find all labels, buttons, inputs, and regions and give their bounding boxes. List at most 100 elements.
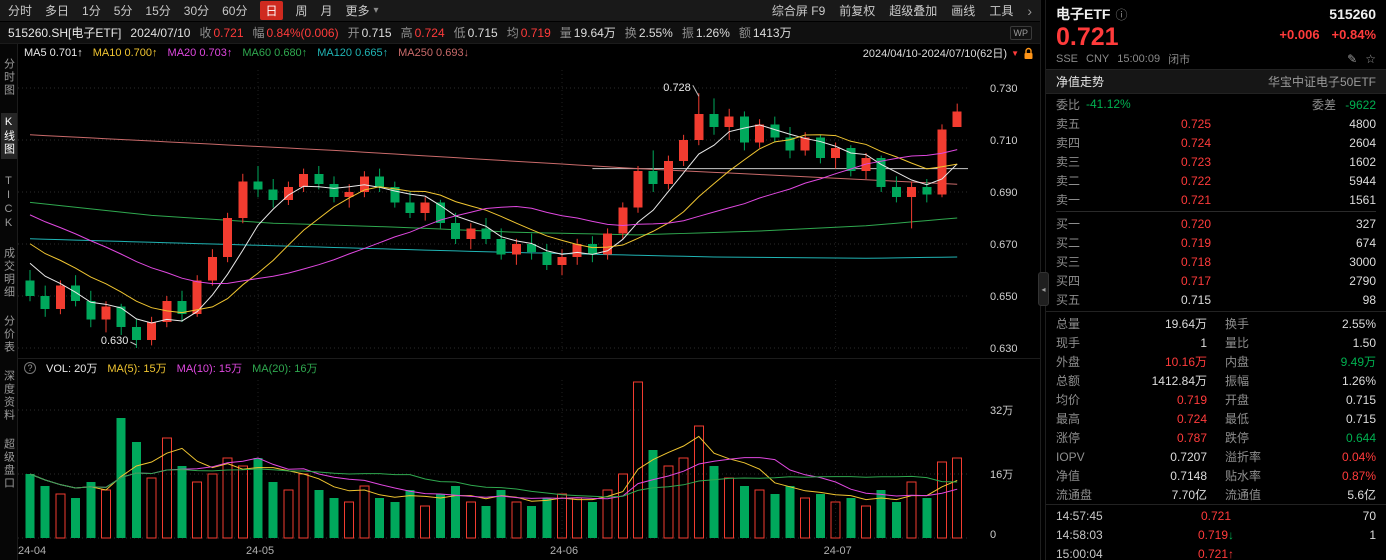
- sidebar-tab[interactable]: K线图: [0, 113, 17, 159]
- level-price: 0.724: [1180, 135, 1212, 150]
- tool-button[interactable]: 前复权: [839, 4, 876, 18]
- edit-icon[interactable]: ✎: [1347, 52, 1358, 66]
- stat-row: 现手 1 量比 1.50: [1056, 333, 1376, 352]
- level-price: 0.725: [1180, 116, 1212, 131]
- stat-label: 内盘: [1225, 355, 1250, 369]
- wp-tool-icon[interactable]: WP: [1009, 25, 1032, 40]
- sidebar-tab[interactable]: TICK: [2, 175, 15, 231]
- period-tab[interactable]: 30分: [183, 4, 210, 18]
- tick-direction-arrow: ↓: [1228, 527, 1235, 542]
- candle-body: [557, 257, 567, 265]
- stat-value: 2.55%: [1341, 316, 1376, 331]
- ask-row[interactable]: 卖五 0.725 4800: [1056, 114, 1376, 133]
- period-tab[interactable]: 15分: [145, 4, 171, 18]
- candle-body: [451, 223, 461, 239]
- nav-trend-link[interactable]: 净值走势: [1056, 75, 1105, 89]
- ma-label: MA20 0.703↑: [167, 47, 233, 59]
- volume-bar: [161, 437, 172, 539]
- volume-chart-canvas[interactable]: 32万 16万 0: [18, 376, 1040, 544]
- tool-button[interactable]: 综合屏 F9: [771, 4, 826, 18]
- quote-field-label: 收: [199, 26, 212, 40]
- candle-body: [496, 238, 506, 255]
- stat-value: 7.70亿: [1171, 488, 1207, 502]
- sidebar-tab[interactable]: 超级盘口: [2, 438, 15, 490]
- period-tab[interactable]: 周: [295, 4, 308, 18]
- tool-button[interactable]: 画线: [951, 4, 976, 18]
- lock-icon[interactable]: [1023, 47, 1034, 60]
- ask-row[interactable]: 卖三 0.723 1602: [1056, 152, 1376, 171]
- stat-row: IOPV 0.7207 溢折率 0.04%: [1056, 447, 1376, 466]
- x-axis-label: 24-06: [550, 545, 579, 557]
- volume-bar: [846, 498, 856, 538]
- bid-row[interactable]: 买四 0.717 2790: [1056, 271, 1376, 290]
- sidebar-tab[interactable]: 分时图: [2, 58, 15, 97]
- quote-field-value: 0.719: [520, 26, 551, 40]
- ask-row[interactable]: 卖四 0.724 2604: [1056, 133, 1376, 152]
- tool-button[interactable]: 工具: [989, 4, 1014, 18]
- candle-body: [466, 228, 476, 239]
- period-tab[interactable]: 日: [260, 1, 283, 20]
- sidebar-tab[interactable]: 分价表: [2, 315, 15, 354]
- bid-row[interactable]: 买三 0.718 3000: [1056, 252, 1376, 271]
- sidebar-tab[interactable]: 深度资料: [2, 370, 15, 422]
- volume-bar: [390, 502, 400, 538]
- volume-bar: [451, 486, 461, 538]
- sidebar-tab[interactable]: 成交明细: [2, 247, 15, 299]
- kline-chart-region: MA5 0.701↑ MA10 0.700↑ MA20 0.703↑ MA60 0.6…: [18, 44, 1040, 560]
- panel-collapse-handle[interactable]: ◂: [1038, 272, 1049, 306]
- tick-row: 14:57:45 0.721 70: [1056, 506, 1376, 525]
- tool-button[interactable]: 超级叠加: [889, 4, 938, 18]
- info-icon[interactable]: ⓘ: [1115, 7, 1128, 22]
- period-tab[interactable]: 60分: [222, 4, 248, 18]
- period-tab[interactable]: 分时: [8, 4, 33, 18]
- level-price: 0.719: [1180, 235, 1212, 250]
- favorite-icon[interactable]: ☆: [1365, 52, 1376, 66]
- volume-bar: [481, 506, 491, 538]
- quote-header: 电子ETF ⓘ 515260 0.721 +0.006 +0.84% SSE C…: [1046, 0, 1386, 69]
- bid-row[interactable]: 买一 0.720 327: [1056, 214, 1376, 233]
- stat-value: 0.715: [1345, 392, 1376, 407]
- period-tab[interactable]: 1分: [82, 4, 101, 18]
- kline-chart-canvas[interactable]: 0.730 0.710 0.690 0.670 0.650 0.630 0.728 0.630: [18, 62, 1040, 358]
- stat-label: IOPV: [1056, 449, 1085, 464]
- quote-field-value: 0.721: [213, 26, 244, 40]
- period-tab[interactable]: 5分: [113, 4, 133, 18]
- annotation-pointer: [692, 84, 700, 97]
- volume-bar: [25, 474, 35, 538]
- chevron-down-icon: ▼: [1011, 48, 1019, 58]
- ma-line-MA5: [29, 124, 958, 324]
- ask-row[interactable]: 卖一 0.721 1561: [1056, 190, 1376, 209]
- volume-bar: [314, 490, 324, 538]
- candle-body: [238, 181, 248, 218]
- exchange-label: SSE: [1056, 53, 1079, 65]
- candle-body: [831, 147, 841, 159]
- fund-name-link[interactable]: 华宝中证电子50ETF: [1267, 75, 1376, 89]
- toolbar-overflow-chevron[interactable]: ›: [1027, 2, 1032, 19]
- help-icon[interactable]: ?: [24, 361, 36, 374]
- stat-value: 1412.84万: [1151, 374, 1207, 388]
- stat-value: 0.87%: [1341, 468, 1376, 483]
- candle-body: [55, 285, 65, 309]
- bid-row[interactable]: 买二 0.719 674: [1056, 233, 1376, 252]
- tick-row: 15:00:04 0.721↑: [1056, 544, 1376, 560]
- candle-body: [876, 158, 886, 187]
- stat-value: 0.787: [1176, 430, 1207, 445]
- date-range-selector[interactable]: 2024/04/10-2024/07/10(62日) ▼: [863, 45, 1034, 61]
- stat-value: 1.50: [1352, 335, 1376, 350]
- instrument-name: 电子ETF: [1056, 6, 1111, 22]
- tick-list[interactable]: 14:57:45 0.721 70 14:58:03 0.719↓ 1 15:00:04 0.…: [1046, 504, 1386, 560]
- price-axis-label: 0.670: [990, 239, 1018, 251]
- volume-bar: [572, 497, 583, 539]
- period-tab[interactable]: 月: [320, 4, 333, 18]
- bid-row[interactable]: 买五 0.715 98: [1056, 290, 1376, 309]
- x-axis-label: 24-07: [823, 545, 852, 557]
- volume-indicator-bar: ? VOL: 20万 MA(5): 15万 MA(10): 15万 MA(20): 1…: [18, 358, 1040, 376]
- period-tab[interactable]: 更多: [345, 4, 370, 18]
- volume-bar: [283, 489, 294, 539]
- volume-bar: [830, 501, 841, 539]
- quote-field-label: 换: [624, 26, 637, 40]
- level-label: 卖五: [1056, 117, 1081, 131]
- ask-row[interactable]: 卖二 0.722 5944: [1056, 171, 1376, 190]
- order-imbalance-row: 委比 -41.12% 委差 -9622: [1046, 94, 1386, 114]
- period-tab[interactable]: 多日: [45, 4, 70, 18]
